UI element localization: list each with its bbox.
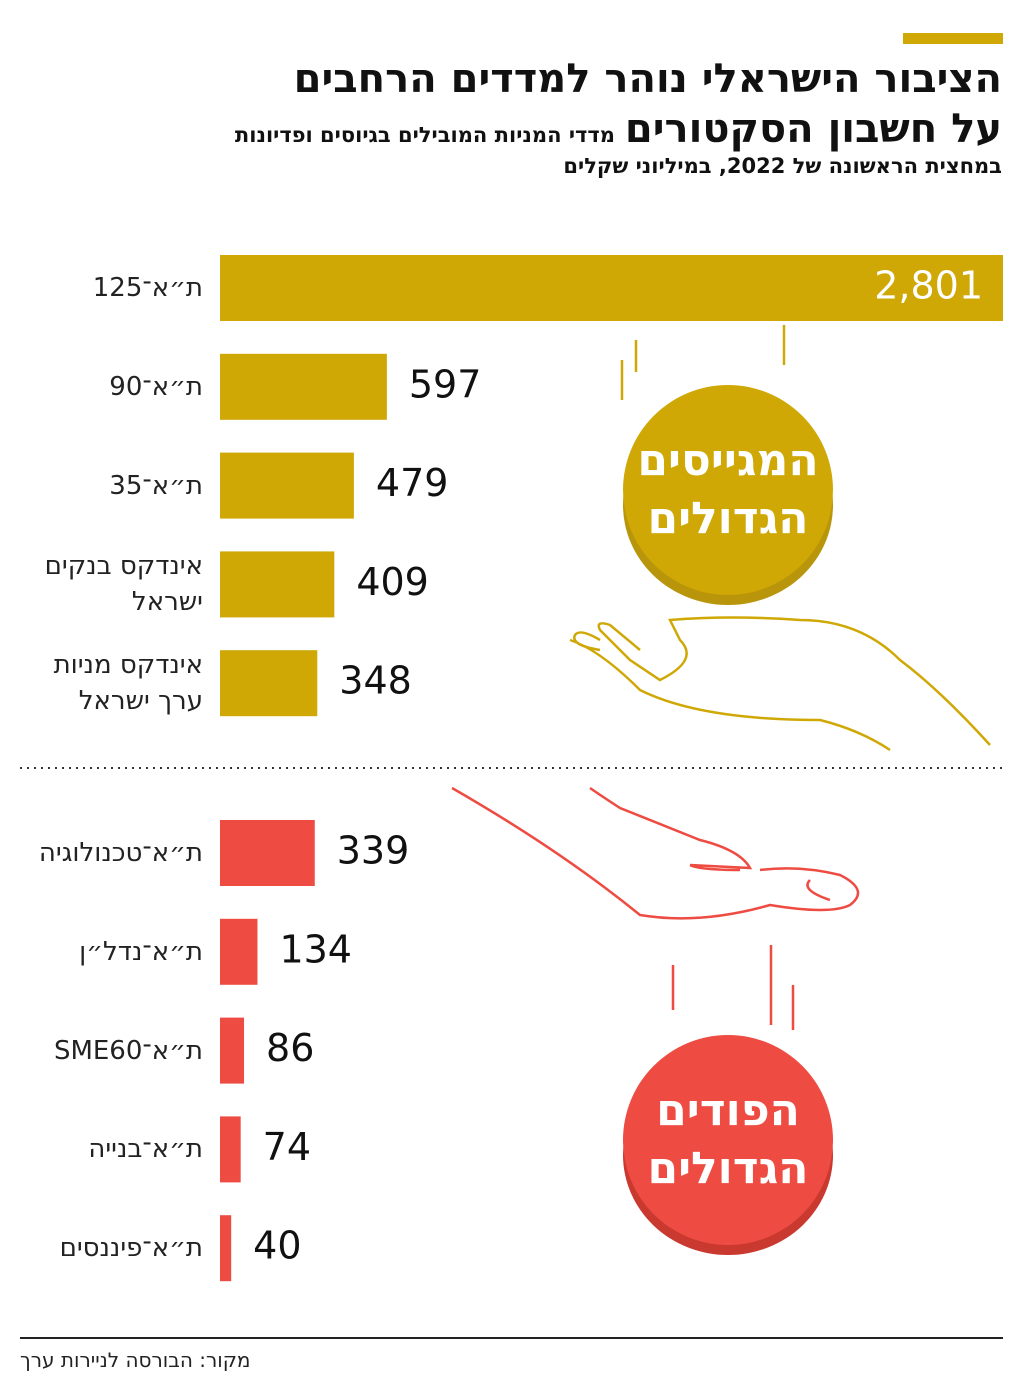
subtitle: במחצית הראשונה של 2022, במיליוני שקלים (563, 154, 1002, 178)
value-label: 40 (253, 1224, 301, 1268)
value-label: 134 (279, 927, 352, 971)
source: מקור: הבורסה לניירות ערך (20, 1348, 251, 1372)
bar (220, 1215, 232, 1282)
annotation: המגייסים (637, 435, 819, 486)
value-label: 409 (356, 560, 429, 604)
category-label: ת״א־125 (92, 273, 203, 303)
annotation: הגדולים (647, 493, 809, 544)
bar (220, 1116, 241, 1183)
value-label: 2,801 (874, 264, 983, 308)
decor-gold (569, 325, 991, 752)
annotation: הפודים (656, 1085, 800, 1136)
bar (220, 452, 354, 519)
category-label: ת״א־90 (109, 371, 203, 402)
title: הציבור הישראלי נוהר למדדים הרחבים (293, 56, 1002, 102)
value-label: 339 (337, 829, 410, 873)
bar (220, 1017, 245, 1084)
value-label: 74 (263, 1125, 311, 1169)
category-label: ת״א־נדל״ן (79, 936, 203, 967)
annotation: הגדולים (647, 1143, 809, 1194)
bar (220, 551, 335, 618)
category-label: ת״א־טכנולוגיה (38, 838, 203, 868)
subtitle: מדדי המניות המובילים בגיוסים ופדיונות (234, 123, 615, 147)
category-label: אינדקס בנקים ישראל (44, 551, 203, 618)
bar (220, 353, 387, 420)
coin (623, 385, 833, 595)
value-label: 597 (409, 362, 482, 406)
value-label: 86 (266, 1026, 314, 1070)
value-label: 348 (339, 659, 412, 703)
header-accent (903, 33, 1003, 44)
bar (220, 918, 258, 985)
title: על חשבון הסקטורים (624, 106, 1002, 152)
category-label: אינדקס מניות ערך ישראל (53, 650, 203, 717)
category-label: ת״א־בנייה (88, 1134, 203, 1165)
title-line: על חשבון הסקטורים מדדי המניות המובילים בג… (235, 106, 1002, 152)
bar (220, 650, 318, 717)
value-label: 479 (376, 461, 449, 505)
category-label: ת״א־פיננסים (59, 1233, 203, 1264)
bar (220, 820, 315, 886)
category-label: ת״א־SME60 (53, 1035, 203, 1066)
decor-red (451, 786, 860, 1030)
category-label: ת״א־35 (109, 470, 203, 501)
bar (220, 255, 1003, 321)
coin (623, 1035, 833, 1245)
